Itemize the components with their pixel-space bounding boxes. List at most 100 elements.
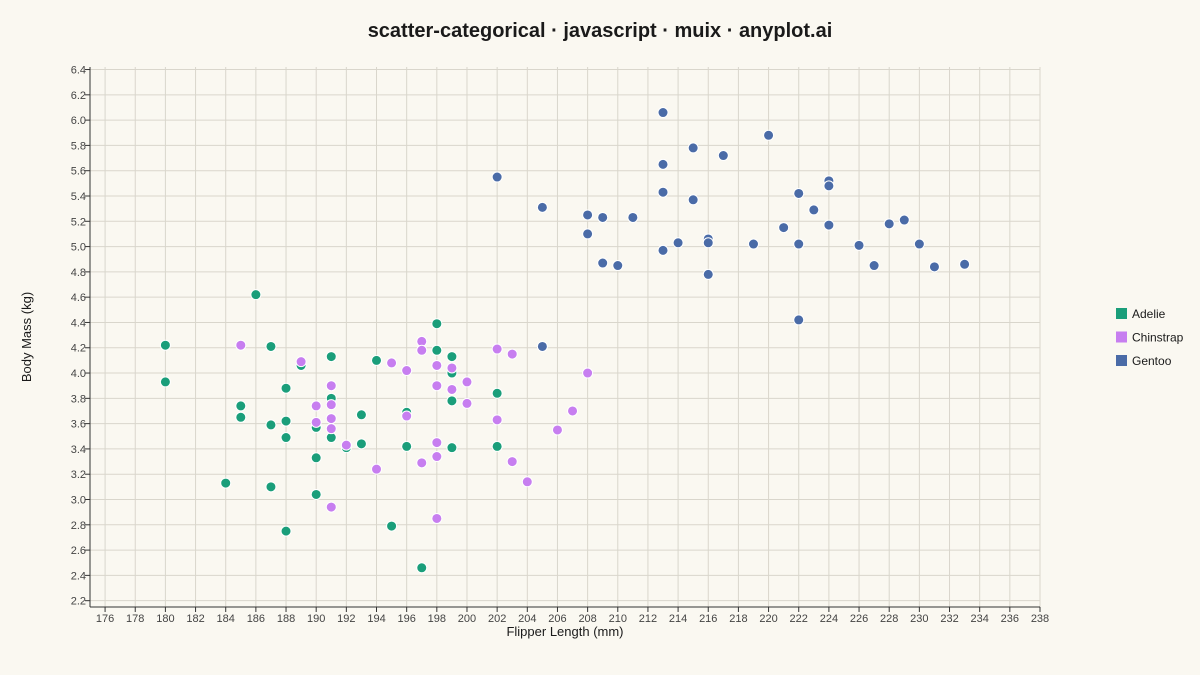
data-point-gentoo xyxy=(793,238,805,250)
data-point-adelie xyxy=(416,562,428,574)
x-tick-label: 228 xyxy=(880,613,898,625)
x-tick-label: 198 xyxy=(428,613,446,625)
data-point-gentoo xyxy=(853,239,865,251)
x-tick-label: 230 xyxy=(910,613,928,625)
y-tick-label: 4.8 xyxy=(71,267,86,279)
data-point-chinstrap xyxy=(551,424,563,436)
data-point-chinstrap xyxy=(431,437,443,449)
chart-title: scatter-categorical · javascript · muix … xyxy=(368,20,833,42)
data-point-adelie xyxy=(235,400,247,412)
data-point-adelie xyxy=(371,354,383,366)
data-point-gentoo xyxy=(657,107,669,119)
data-point-chinstrap xyxy=(401,365,413,377)
data-point-chinstrap xyxy=(325,399,337,411)
data-point-chinstrap xyxy=(310,416,322,428)
data-points xyxy=(159,107,971,574)
data-point-gentoo xyxy=(793,314,805,326)
legend-label: Gentoo xyxy=(1132,354,1172,368)
series-chinstrap xyxy=(235,335,594,524)
y-tick-label: 5.8 xyxy=(71,140,86,152)
x-tick-label: 226 xyxy=(850,613,868,625)
legend-item-gentoo: Gentoo xyxy=(1116,354,1172,368)
x-tick-label: 206 xyxy=(548,613,566,625)
data-point-adelie xyxy=(310,452,322,464)
legend-item-adelie: Adelie xyxy=(1116,307,1166,321)
y-tick-label: 4.2 xyxy=(71,343,86,355)
data-point-gentoo xyxy=(793,187,805,199)
data-point-adelie xyxy=(446,395,458,407)
y-tick-label: 6.4 xyxy=(71,65,86,77)
data-point-adelie xyxy=(491,440,503,452)
data-point-adelie xyxy=(431,318,443,330)
x-tick-label: 200 xyxy=(458,613,476,625)
x-tick-label: 184 xyxy=(217,613,235,625)
data-point-gentoo xyxy=(612,260,624,272)
data-point-adelie xyxy=(159,339,171,351)
data-point-gentoo xyxy=(491,171,503,183)
data-point-adelie xyxy=(446,351,458,363)
x-tick-label: 208 xyxy=(578,613,596,625)
data-point-adelie xyxy=(265,340,277,352)
legend: Adelie Chinstrap Gentoo xyxy=(1116,307,1184,368)
x-tick-label: 176 xyxy=(96,613,114,625)
data-point-gentoo xyxy=(808,204,820,216)
x-tick-label: 182 xyxy=(186,613,204,625)
legend-swatch xyxy=(1116,355,1127,366)
y-tick-label: 2.8 xyxy=(71,520,86,532)
data-point-gentoo xyxy=(702,237,714,249)
x-tick-label: 212 xyxy=(639,613,657,625)
data-point-adelie xyxy=(446,442,458,454)
x-tick-label: 214 xyxy=(669,613,687,625)
data-point-chinstrap xyxy=(491,414,503,426)
data-point-chinstrap xyxy=(431,451,443,463)
data-point-chinstrap xyxy=(506,456,518,468)
y-tick-label: 2.4 xyxy=(71,570,86,582)
data-point-gentoo xyxy=(913,238,925,250)
data-point-gentoo xyxy=(868,260,880,272)
data-point-chinstrap xyxy=(461,397,473,409)
x-tick-label: 224 xyxy=(820,613,838,625)
legend-label: Adelie xyxy=(1132,307,1166,321)
x-tick-label: 178 xyxy=(126,613,144,625)
legend-swatch xyxy=(1116,331,1127,343)
data-point-chinstrap xyxy=(325,501,337,513)
data-point-adelie xyxy=(310,488,322,500)
data-point-chinstrap xyxy=(325,380,337,392)
data-point-chinstrap xyxy=(401,410,413,422)
y-tick-label: 6.0 xyxy=(71,115,86,127)
data-point-chinstrap xyxy=(235,339,247,351)
legend-swatch xyxy=(1116,308,1127,319)
data-point-gentoo xyxy=(763,129,775,141)
series-gentoo xyxy=(491,107,971,352)
data-point-gentoo xyxy=(597,211,609,223)
data-point-chinstrap xyxy=(567,405,579,417)
data-point-chinstrap xyxy=(521,476,533,488)
x-tick-label: 232 xyxy=(940,613,958,625)
data-point-gentoo xyxy=(823,180,835,192)
data-point-gentoo xyxy=(657,244,669,256)
data-point-gentoo xyxy=(582,209,594,221)
y-tick-label: 5.6 xyxy=(71,166,86,178)
data-point-adelie xyxy=(355,409,367,421)
legend-label: Chinstrap xyxy=(1132,331,1184,345)
data-point-adelie xyxy=(355,438,367,450)
x-tick-label: 222 xyxy=(790,613,808,625)
data-point-gentoo xyxy=(959,258,971,270)
data-point-gentoo xyxy=(928,261,940,273)
data-point-gentoo xyxy=(627,211,639,223)
data-point-gentoo xyxy=(702,268,714,280)
y-tick-label: 3.0 xyxy=(71,495,86,507)
data-point-gentoo xyxy=(672,237,684,249)
data-point-chinstrap xyxy=(325,423,337,435)
data-point-adelie xyxy=(159,376,171,388)
data-point-adelie xyxy=(265,481,277,493)
data-point-gentoo xyxy=(898,214,910,226)
axes xyxy=(89,67,1040,608)
y-tick-label: 5.2 xyxy=(71,216,86,228)
x-tick-label: 238 xyxy=(1031,613,1049,625)
y-axis-label: Body Mass (kg) xyxy=(19,292,34,382)
x-axis-ticks: 176 178 180 182 184 186 188 190 192 194 196 198 200 2… xyxy=(96,607,1049,625)
x-tick-label: 188 xyxy=(277,613,295,625)
y-tick-label: 5.4 xyxy=(71,191,86,203)
